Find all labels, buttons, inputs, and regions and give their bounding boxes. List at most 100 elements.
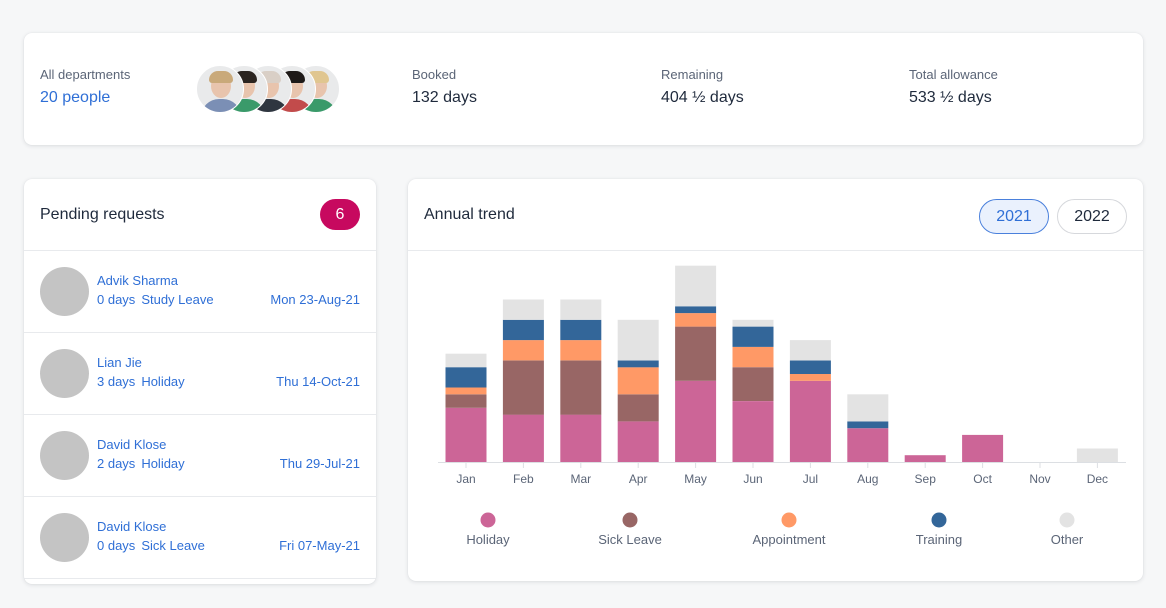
bar-segment-other[interactable] <box>502 299 544 320</box>
bar-segment-appointment[interactable] <box>445 387 487 395</box>
x-tick-label: Apr <box>629 472 648 486</box>
bar-segment-training[interactable] <box>502 319 544 341</box>
request-type: Holiday <box>141 374 185 389</box>
bar-segment-sick-leave[interactable] <box>445 394 487 408</box>
bar-segment-appointment[interactable] <box>502 340 544 361</box>
request-meta: 0 days Sick Leave <box>97 538 205 553</box>
request-row[interactable]: David Klose 2 days Holiday Thu 29-Jul-21 <box>24 415 376 497</box>
bar-segment-training[interactable] <box>789 360 831 375</box>
bar-segment-sick-leave[interactable] <box>502 360 544 415</box>
bar-segment-appointment[interactable] <box>617 367 659 395</box>
request-employee-name[interactable]: Advik Sharma <box>97 273 178 288</box>
x-tick-label: Oct <box>973 472 992 486</box>
bar-segment-appointment[interactable] <box>789 374 831 381</box>
bar-segment-training[interactable] <box>847 421 889 429</box>
bar-segment-sick-leave[interactable] <box>560 360 602 415</box>
request-type: Sick Leave <box>141 538 205 553</box>
avatar-placeholder <box>40 431 89 480</box>
legend-swatch-sick-leave[interactable] <box>622 512 638 528</box>
bar-segment-appointment[interactable] <box>675 313 717 327</box>
bar-segment-holiday[interactable] <box>675 380 717 462</box>
bar-segment-appointment[interactable] <box>560 340 602 361</box>
bar-segment-other[interactable] <box>675 265 717 307</box>
total-allowance-value: 533 ½ days <box>909 89 992 106</box>
x-tick-label: May <box>684 472 707 486</box>
request-date: Mon 23-Aug-21 <box>270 292 360 307</box>
x-tick-label: Sep <box>915 472 937 486</box>
legend-label[interactable]: Appointment <box>753 532 826 547</box>
avatar-placeholder <box>40 267 89 316</box>
people-count-link[interactable]: 20 people <box>40 89 111 106</box>
bar-segment-other[interactable] <box>617 319 659 361</box>
x-tick-label: Mar <box>570 472 591 486</box>
bar-segment-holiday[interactable] <box>617 421 659 462</box>
year-2021-button[interactable]: 2021 <box>979 199 1049 234</box>
request-row[interactable]: Lian Jie 3 days Holiday Thu 14-Oct-21 <box>24 333 376 415</box>
request-days: 0 days <box>97 538 136 553</box>
request-employee-name[interactable]: David Klose <box>97 519 167 534</box>
bar-segment-sick-leave[interactable] <box>617 394 659 422</box>
request-meta: 2 days Holiday <box>97 456 185 471</box>
bar-segment-other[interactable] <box>445 353 487 368</box>
legend-label[interactable]: Holiday <box>466 532 510 547</box>
request-row[interactable]: Advik Sharma 0 days Study Leave Mon 23-Au… <box>24 251 376 333</box>
annual-trend-title: Annual trend <box>424 206 515 223</box>
pending-requests-card: Pending requests 6 Advik Sharma 0 days St… <box>24 179 376 584</box>
bar-segment-training[interactable] <box>445 367 487 388</box>
bar-segment-holiday[interactable] <box>502 414 544 462</box>
legend-label[interactable]: Training <box>916 532 962 547</box>
legend-label[interactable]: Other <box>1051 532 1084 547</box>
x-tick-label: Nov <box>1029 472 1050 486</box>
legend-swatch-other[interactable] <box>1059 512 1075 528</box>
year-2022-button[interactable]: 2022 <box>1057 199 1127 234</box>
bar-segment-holiday[interactable] <box>789 380 831 462</box>
bar-segment-sick-leave[interactable] <box>675 326 717 381</box>
x-tick-label: Jan <box>456 472 475 486</box>
bar-segment-other[interactable] <box>732 319 774 327</box>
bar-segment-other[interactable] <box>560 299 602 320</box>
bar-segment-holiday[interactable] <box>560 414 602 462</box>
avatar-body <box>201 99 241 112</box>
bar-segment-holiday[interactable] <box>962 434 1004 462</box>
request-row[interactable]: David Klose 0 days Sick Leave Fri 07-May-… <box>24 497 376 579</box>
bar-segment-training[interactable] <box>675 306 717 314</box>
bar-segment-holiday[interactable] <box>732 401 774 462</box>
bar-segment-appointment[interactable] <box>732 346 774 368</box>
avatar-group[interactable] <box>196 65 346 113</box>
bar-segment-holiday[interactable] <box>847 428 889 462</box>
bar-segment-holiday[interactable] <box>904 455 946 462</box>
avatar-placeholder <box>40 513 89 562</box>
remaining-value: 404 ½ days <box>661 89 744 106</box>
bar-segment-training[interactable] <box>732 326 774 347</box>
bar-segment-training[interactable] <box>617 360 659 368</box>
remaining-stat: Remaining 404 ½ days <box>661 67 744 108</box>
booked-value: 132 days <box>412 89 477 106</box>
bar-segment-other[interactable] <box>847 394 889 422</box>
bar-segment-training[interactable] <box>560 319 602 341</box>
avatar-placeholder <box>40 349 89 398</box>
request-meta: 0 days Study Leave <box>97 292 214 307</box>
bar-segment-other[interactable] <box>789 340 831 361</box>
booked-stat: Booked 132 days <box>412 67 477 108</box>
x-tick-label: Dec <box>1087 472 1108 486</box>
request-days: 0 days <box>97 292 136 307</box>
request-employee-name[interactable]: Lian Jie <box>97 355 142 370</box>
bar-segment-other[interactable] <box>1076 448 1118 463</box>
request-meta: 3 days Holiday <box>97 374 185 389</box>
pending-count-badge: 6 <box>320 199 360 230</box>
legend-swatch-holiday[interactable] <box>480 512 496 528</box>
request-type: Study Leave <box>141 292 214 307</box>
total-allowance-stat: Total allowance 533 ½ days <box>909 67 998 108</box>
legend-label[interactable]: Sick Leave <box>598 532 662 547</box>
legend-swatch-training[interactable] <box>931 512 947 528</box>
legend-swatch-appointment[interactable] <box>781 512 797 528</box>
request-date: Thu 29-Jul-21 <box>279 456 360 471</box>
bar-segment-holiday[interactable] <box>445 407 487 462</box>
pending-requests-list: Advik Sharma 0 days Study Leave Mon 23-Au… <box>24 251 376 579</box>
year-selector: 2021 2022 <box>979 199 1127 234</box>
avatar[interactable] <box>196 65 244 113</box>
bar-segment-sick-leave[interactable] <box>732 367 774 401</box>
x-tick-label: Feb <box>513 472 534 486</box>
pending-requests-header: Pending requests 6 <box>24 179 376 251</box>
request-employee-name[interactable]: David Klose <box>97 437 167 452</box>
